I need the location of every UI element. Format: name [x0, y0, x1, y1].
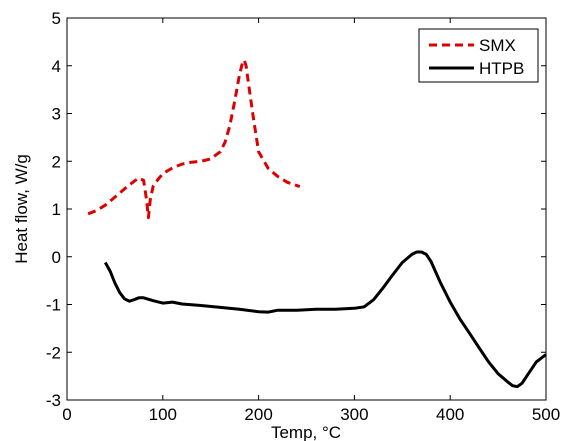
tick-labels-layer: 0 100 200 300 400 500 -3 -2 -1 0 1 2 3 4 5 — [46, 9, 560, 424]
y-tick-label: -2 — [46, 343, 61, 362]
y-tick-label: -3 — [46, 391, 61, 410]
y-tick-label: 5 — [52, 9, 61, 28]
y-tick-label: 0 — [52, 248, 61, 267]
x-tick-label: 0 — [62, 405, 71, 424]
y-axis-title: Heat flow, W/g — [12, 154, 31, 264]
y-tick-label: 1 — [52, 200, 61, 219]
y-tick-label: 4 — [52, 57, 61, 76]
series-line-smx — [87, 58, 301, 220]
legend-box — [418, 28, 539, 83]
legend-label-htpb: HTPB — [479, 59, 524, 78]
y-tick-label: 3 — [52, 105, 61, 124]
legend: SMX HTPB — [418, 28, 539, 83]
x-tick-label: 100 — [149, 405, 177, 424]
ticks-layer — [66, 17, 547, 401]
series-line-htpb — [103, 250, 547, 389]
x-tick-label: 400 — [436, 405, 464, 424]
y-tick-label: -1 — [46, 296, 61, 315]
x-tick-label: 200 — [244, 405, 272, 424]
x-tick-label: 500 — [532, 405, 560, 424]
x-tick-label: 300 — [340, 405, 368, 424]
legend-label-smx: SMX — [479, 36, 516, 55]
series-layer — [87, 58, 547, 389]
y-tick-label: 2 — [52, 152, 61, 171]
x-axis-title: Temp, °C — [271, 423, 341, 441]
